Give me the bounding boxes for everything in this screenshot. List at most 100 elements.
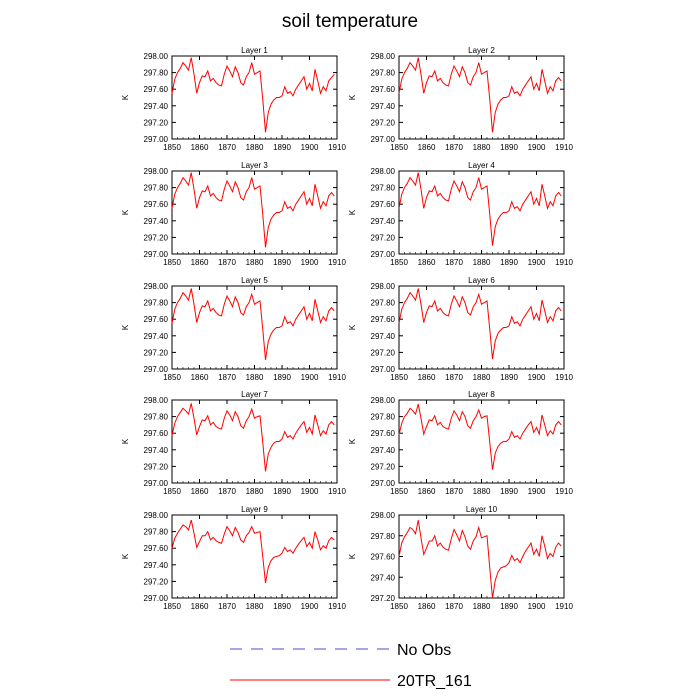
y-tick-label: 297.00 xyxy=(144,250,169,259)
x-tick-label: 1890 xyxy=(273,143,291,152)
panel-layer-8: Layer 8 K 1850 1860 1870 1880 1890 1900 1910 297.… xyxy=(348,390,573,496)
panel-title: Layer 3 xyxy=(241,161,268,170)
y-tick-label: 297.00 xyxy=(371,479,396,488)
y-axis-label: K xyxy=(348,324,357,330)
y-tick-label: 298.00 xyxy=(144,52,169,61)
y-tick-label: 298.00 xyxy=(144,511,169,520)
x-tick-label: 1850 xyxy=(390,143,408,152)
panel-title: Layer 9 xyxy=(241,505,268,514)
x-tick-label: 1890 xyxy=(273,373,291,382)
x-tick-label: 1880 xyxy=(246,602,264,611)
y-tick-label: 297.20 xyxy=(144,462,169,471)
y-tick-label: 297.80 xyxy=(371,532,396,541)
plot-frame xyxy=(171,285,338,370)
y-tick-label: 297.60 xyxy=(371,553,396,562)
plot-frame xyxy=(398,55,565,140)
x-tick-label: 1860 xyxy=(418,258,436,267)
panel-title: Layer 2 xyxy=(468,46,495,55)
x-tick-label: 1910 xyxy=(328,143,346,152)
x-tick-label: 1900 xyxy=(301,487,319,496)
x-tick-label: 1880 xyxy=(473,373,491,382)
x-tick-label: 1890 xyxy=(500,143,518,152)
y-tick-label: 298.00 xyxy=(371,511,396,520)
x-tick-label: 1850 xyxy=(163,258,181,267)
x-tick-label: 1880 xyxy=(473,487,491,496)
y-tick-label: 297.40 xyxy=(144,217,169,226)
y-tick-label: 297.80 xyxy=(371,69,396,78)
x-tick-label: 1910 xyxy=(328,487,346,496)
series-line-20tr-161 xyxy=(398,404,562,470)
y-tick-label: 297.20 xyxy=(144,348,169,357)
y-tick-label: 298.00 xyxy=(144,282,169,291)
panel-title: Layer 5 xyxy=(241,276,268,285)
y-tick-label: 298.00 xyxy=(371,167,396,176)
series-line-20tr-161 xyxy=(398,172,562,246)
x-tick-label: 1850 xyxy=(163,487,181,496)
y-tick-label: 298.00 xyxy=(144,396,169,405)
y-tick-label: 297.40 xyxy=(371,446,396,455)
x-tick-label: 1860 xyxy=(191,143,209,152)
series-line-20tr-161 xyxy=(171,172,335,248)
y-tick-label: 297.60 xyxy=(371,200,396,209)
y-tick-label: 297.80 xyxy=(144,69,169,78)
x-tick-label: 1850 xyxy=(163,602,181,611)
series-line-20tr-161 xyxy=(398,288,562,360)
y-tick-label: 297.80 xyxy=(144,299,169,308)
x-tick-label: 1860 xyxy=(191,258,209,267)
y-tick-label: 297.00 xyxy=(144,479,169,488)
x-tick-label: 1870 xyxy=(218,258,236,267)
x-tick-label: 1900 xyxy=(301,143,319,152)
x-tick-label: 1890 xyxy=(500,373,518,382)
x-tick-label: 1860 xyxy=(418,487,436,496)
panel-grid: Layer 1 K 1850 1860 1870 1880 1890 1900 1910 297.… xyxy=(121,46,573,611)
x-tick-label: 1890 xyxy=(273,487,291,496)
x-tick-label: 1880 xyxy=(246,143,264,152)
y-tick-label: 297.40 xyxy=(144,332,169,341)
series-line-20tr-161 xyxy=(171,519,335,584)
x-tick-label: 1870 xyxy=(445,373,463,382)
panel-layer-4: Layer 4 K 1850 1860 1870 1880 1890 1900 1910 297.… xyxy=(348,161,573,267)
x-tick-label: 1850 xyxy=(390,487,408,496)
y-axis-label: K xyxy=(348,438,357,444)
y-tick-label: 297.60 xyxy=(144,85,169,94)
x-tick-label: 1890 xyxy=(500,258,518,267)
x-tick-label: 1900 xyxy=(301,373,319,382)
y-tick-label: 297.80 xyxy=(144,413,169,422)
legend: No Obs 20TR_161 xyxy=(230,642,472,690)
y-tick-label: 297.00 xyxy=(371,365,396,374)
y-axis-label: K xyxy=(121,209,130,215)
panel-title: Layer 4 xyxy=(468,161,495,170)
y-axis-label: K xyxy=(121,553,130,559)
y-tick-label: 297.60 xyxy=(144,200,169,209)
y-tick-label: 297.40 xyxy=(371,217,396,226)
y-tick-label: 297.60 xyxy=(371,315,396,324)
y-tick-label: 297.60 xyxy=(371,429,396,438)
x-tick-label: 1890 xyxy=(500,602,518,611)
x-tick-label: 1870 xyxy=(445,258,463,267)
x-tick-label: 1850 xyxy=(163,373,181,382)
x-tick-label: 1860 xyxy=(418,602,436,611)
y-axis-label: K xyxy=(121,438,130,444)
x-tick-label: 1910 xyxy=(555,258,573,267)
x-tick-label: 1850 xyxy=(390,373,408,382)
y-tick-label: 298.00 xyxy=(371,282,396,291)
x-tick-label: 1870 xyxy=(445,487,463,496)
y-axis-label: K xyxy=(348,553,357,559)
panel-layer-1: Layer 1 K 1850 1860 1870 1880 1890 1900 1910 297.… xyxy=(121,46,346,152)
series-line-20tr-161 xyxy=(398,520,562,599)
x-tick-label: 1890 xyxy=(273,258,291,267)
y-axis-label: K xyxy=(121,94,130,100)
y-tick-label: 297.40 xyxy=(371,102,396,111)
plot-frame xyxy=(171,170,338,255)
x-tick-label: 1860 xyxy=(191,602,209,611)
x-tick-label: 1910 xyxy=(328,373,346,382)
x-tick-label: 1890 xyxy=(500,487,518,496)
y-tick-label: 297.00 xyxy=(144,365,169,374)
y-tick-label: 297.20 xyxy=(144,118,169,127)
series-line-20tr-161 xyxy=(171,288,335,360)
x-tick-label: 1860 xyxy=(418,143,436,152)
x-tick-label: 1870 xyxy=(218,602,236,611)
x-tick-label: 1860 xyxy=(191,373,209,382)
x-tick-label: 1880 xyxy=(246,258,264,267)
y-tick-label: 297.40 xyxy=(144,446,169,455)
